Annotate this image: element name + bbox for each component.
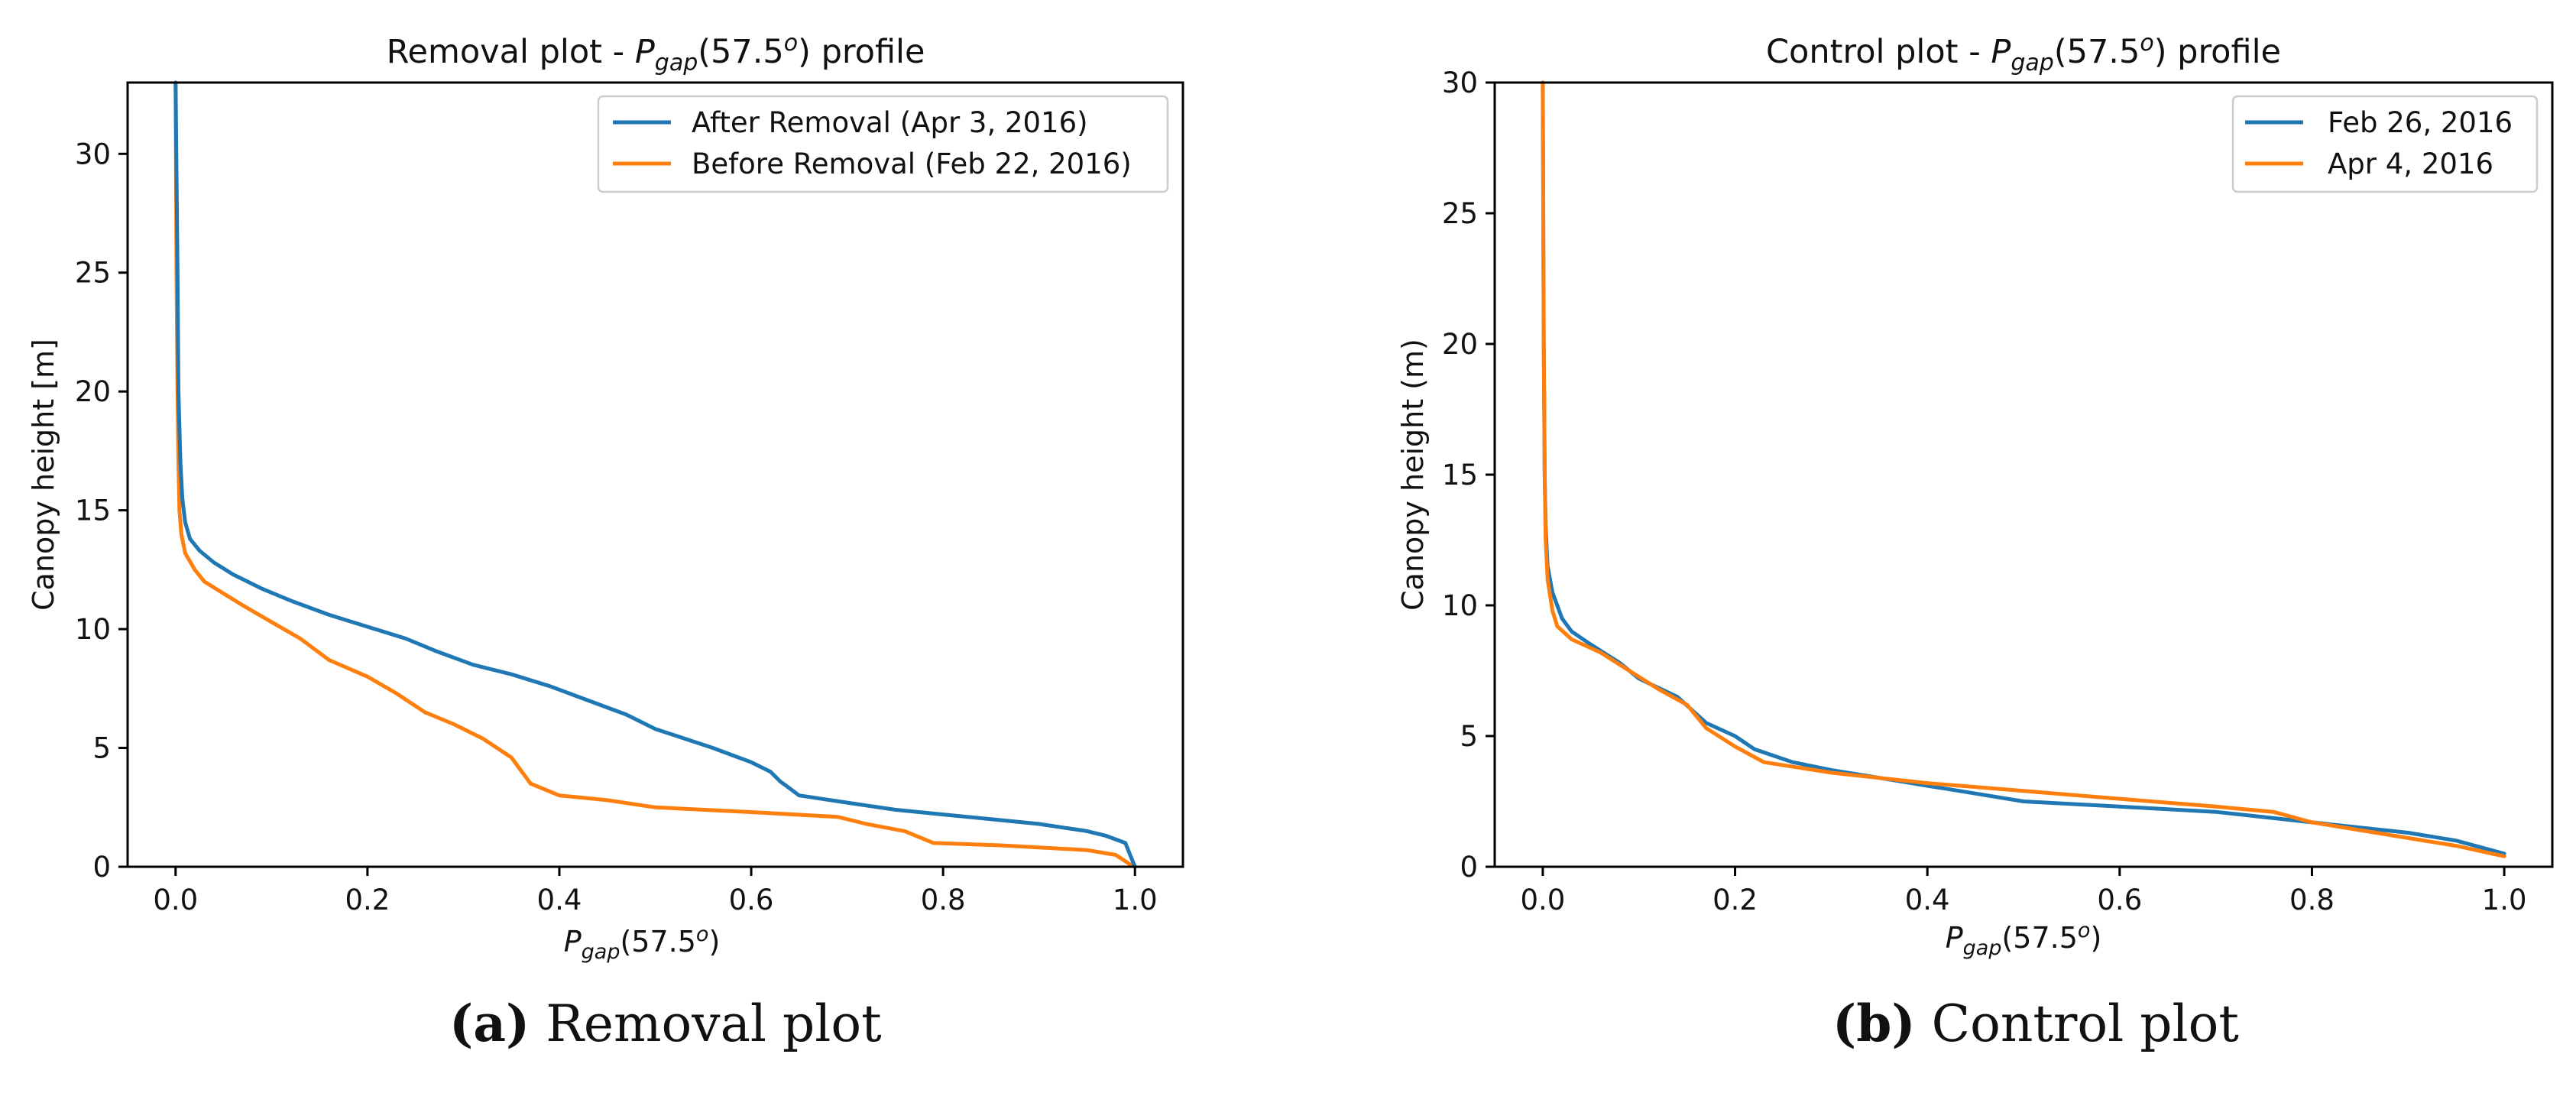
plot-frame — [1493, 81, 2554, 868]
x-tick-label: 0.8 — [2289, 884, 2335, 916]
caption-a-label: (a) — [449, 994, 530, 1053]
series-line-second — [173, 80, 1137, 869]
y-axis-label: Canopy height (m) — [1396, 339, 1430, 611]
legend-label-before-removal: Before Removal (Feb 22, 2016) — [692, 148, 1132, 180]
y-tick-label: 20 — [1442, 328, 1478, 361]
x-tick-label: 0.4 — [1905, 884, 1950, 916]
caption-a: (a) Removal plot — [449, 994, 882, 1053]
legend: After Removal (Apr 3, 2016) Before Remov… — [597, 95, 1169, 193]
legend-label-feb-26: Feb 26, 2016 — [2328, 106, 2513, 139]
y-tick-label: 5 — [1460, 720, 1478, 753]
x-tick-label: 0.0 — [153, 884, 198, 916]
y-tick-label: 15 — [75, 495, 111, 527]
x-tick-label: 0.2 — [1712, 884, 1758, 916]
caption-b-label: (b) — [1832, 994, 1916, 1053]
y-tick-label: 10 — [1442, 589, 1478, 622]
legend-label-apr-4: Apr 4, 2016 — [2328, 148, 2493, 180]
x-tick-label: 0.6 — [2097, 884, 2142, 916]
series-line-second — [1541, 80, 2506, 858]
chart-control-plot: Control plot - Pgap(57.5o) profile 0.0 0.… — [1396, 30, 2554, 960]
x-tick-label: 1.0 — [2482, 884, 2527, 916]
caption-a-text: Removal plot — [530, 994, 882, 1053]
x-tick-label: 0.0 — [1520, 884, 1565, 916]
x-tick-label: 0.4 — [537, 884, 582, 916]
chart-title: Control plot - Pgap(57.5o) profile — [1766, 30, 2281, 76]
x-tick-label: 0.6 — [729, 884, 774, 916]
caption-b-text: Control plot — [1915, 994, 2239, 1053]
plot-frame — [126, 81, 1184, 868]
x-axis-label: Pgap(57.5o) — [1946, 919, 2102, 960]
legend-box — [2231, 95, 2539, 193]
y-tick-label: 10 — [75, 613, 111, 646]
caption-b: (b) Control plot — [1832, 994, 2239, 1053]
y-tick-label: 15 — [1442, 459, 1478, 491]
legend-box — [597, 95, 1169, 193]
y-tick-label: 20 — [75, 375, 111, 408]
chart-title: Removal plot - Pgap(57.5o) profile — [387, 30, 925, 76]
legend-label-after-removal: After Removal (Apr 3, 2016) — [692, 106, 1088, 139]
legend: Feb 26, 2016 Apr 4, 2016 — [2231, 95, 2539, 193]
x-tick-label: 0.8 — [921, 884, 966, 916]
y-tick-label: 30 — [75, 138, 111, 170]
x-tick-label: 1.0 — [1113, 884, 1158, 916]
y-tick-label: 30 — [1442, 66, 1478, 99]
y-axis-label: Canopy height [m] — [27, 339, 60, 611]
y-tick-label: 5 — [92, 732, 111, 765]
x-axis-label: Pgap(57.5o) — [564, 923, 721, 964]
y-tick-label: 0 — [92, 851, 111, 884]
y-tick-label: 0 — [1460, 851, 1478, 884]
y-tick-label: 25 — [1442, 197, 1478, 230]
series-line-first — [1541, 80, 2506, 856]
chart-removal-plot: Removal plot - Pgap(57.5o) profile 0.0 0.… — [27, 30, 1184, 964]
series-line-first — [173, 80, 1137, 869]
x-tick-label: 0.2 — [345, 884, 390, 916]
y-tick-label: 25 — [75, 257, 111, 290]
